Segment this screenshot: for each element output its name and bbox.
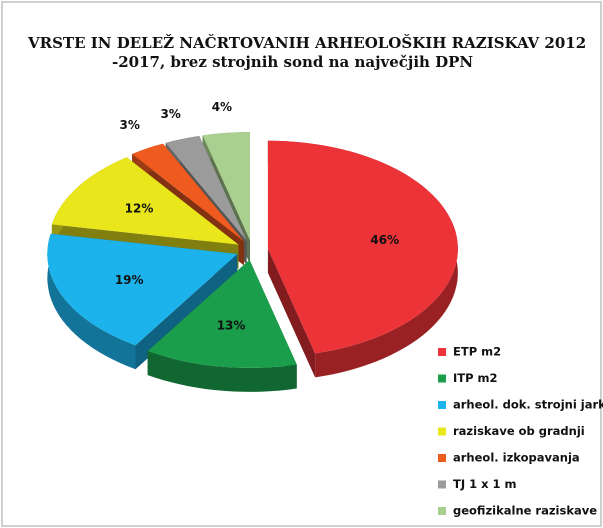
slice xyxy=(165,136,247,241)
data-label: 3% xyxy=(120,118,140,132)
chart-title: -2017, brez strojnih sond na največjih D… xyxy=(112,53,473,71)
slice xyxy=(267,140,458,354)
legend-swatch xyxy=(438,401,446,409)
data-label: 3% xyxy=(160,107,180,121)
data-label: 19% xyxy=(115,273,144,287)
legend-swatch xyxy=(438,427,446,436)
slice-side xyxy=(147,351,297,392)
legend-label: ITP m2 xyxy=(453,371,498,385)
legend-swatch xyxy=(438,374,446,383)
slice-side xyxy=(267,248,316,378)
legend-label: geofizikalne raziskave xyxy=(453,504,597,518)
legend-label: arheol. izkopavanja xyxy=(453,451,580,465)
slice xyxy=(47,233,238,346)
legend-label: ETP m2 xyxy=(453,345,501,359)
slice-group xyxy=(147,259,297,392)
data-label: 12% xyxy=(125,201,154,215)
legend-swatch xyxy=(438,348,446,356)
data-label: 46% xyxy=(370,233,399,247)
legend-label: TJ 1 x 1 m xyxy=(453,477,517,491)
data-label: 4% xyxy=(212,100,232,114)
chart-title: VRSTE IN DELEŽ NAČRTOVANIH ARHEOLOŠKIH R… xyxy=(27,34,586,52)
slice xyxy=(202,132,250,241)
legend-swatch xyxy=(438,454,446,462)
slice xyxy=(147,259,297,368)
data-label: 13% xyxy=(217,319,246,333)
slice-side xyxy=(47,233,136,370)
slice-group xyxy=(267,140,458,378)
legend-label: raziskave ob gradnji xyxy=(453,424,585,438)
legend-label: arheol. dok. strojni jarki xyxy=(453,398,603,412)
legend-swatch xyxy=(438,480,446,489)
legend-swatch xyxy=(438,507,446,515)
slice xyxy=(132,143,244,242)
slice xyxy=(51,157,239,245)
